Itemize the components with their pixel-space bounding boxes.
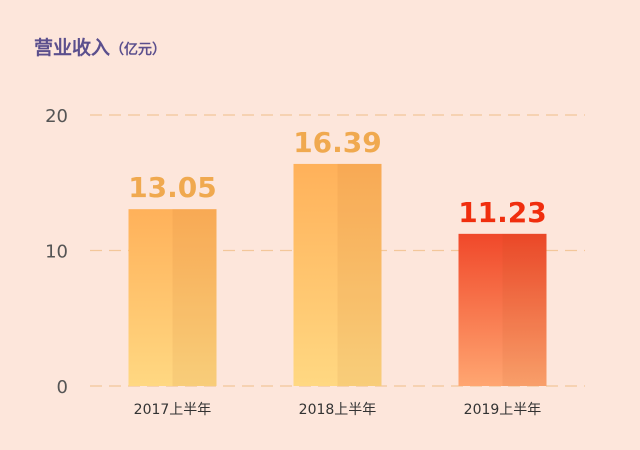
chart-title-text: 营业收入	[34, 37, 111, 59]
bar	[128, 209, 217, 386]
bar-shade	[337, 163, 382, 386]
y-tick-label: 10	[45, 242, 68, 263]
bar-value-label: 11.23	[458, 196, 547, 229]
chart-unit-text: （亿元）	[110, 42, 167, 58]
chart-title: 营业收入（亿元）	[34, 33, 166, 60]
x-category-label: 2019上半年	[464, 402, 542, 418]
bar-shade	[172, 209, 217, 386]
y-tick-label: 20	[45, 106, 68, 127]
x-category-label: 2018上半年	[299, 402, 377, 418]
bar-value-label: 13.05	[128, 171, 217, 204]
x-category-label: 2017上半年	[134, 402, 212, 418]
bar-shade	[502, 233, 547, 386]
y-tick-label: 0	[57, 377, 68, 398]
bar-value-label: 16.39	[293, 126, 382, 159]
bar	[458, 233, 547, 386]
bar	[293, 163, 382, 386]
